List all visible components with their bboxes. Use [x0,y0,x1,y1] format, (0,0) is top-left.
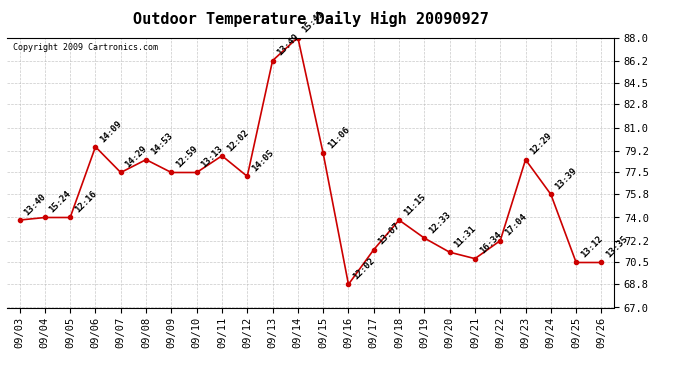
Text: 11:06: 11:06 [326,125,351,150]
Text: 12:02: 12:02 [225,128,250,153]
Text: 14:05: 14:05 [250,148,275,174]
Text: 12:29: 12:29 [529,132,553,157]
Text: 13:07: 13:07 [377,222,402,247]
Text: 11:31: 11:31 [453,224,477,249]
Text: 14:09: 14:09 [98,118,124,144]
Text: 11:15: 11:15 [402,192,427,217]
Text: 15:24: 15:24 [48,189,73,215]
Text: 17:04: 17:04 [503,213,529,238]
Text: 15:41: 15:41 [301,9,326,35]
Text: 14:29: 14:29 [124,144,149,170]
Text: 13:35: 13:35 [604,234,629,260]
Text: 13:39: 13:39 [553,166,579,192]
Text: 13:49: 13:49 [275,33,301,58]
Text: 13:12: 13:12 [579,234,604,260]
Text: 12:16: 12:16 [73,189,98,215]
Text: 13:13: 13:13 [199,144,225,170]
Text: 12:02: 12:02 [351,256,377,282]
Text: Outdoor Temperature Daily High 20090927: Outdoor Temperature Daily High 20090927 [132,11,489,27]
Text: 12:33: 12:33 [427,210,453,235]
Text: 12:59: 12:59 [174,144,199,170]
Text: 16:34: 16:34 [477,231,503,256]
Text: 13:40: 13:40 [22,192,48,217]
Text: 14:53: 14:53 [149,132,174,157]
Text: Copyright 2009 Cartronics.com: Copyright 2009 Cartronics.com [13,43,158,52]
